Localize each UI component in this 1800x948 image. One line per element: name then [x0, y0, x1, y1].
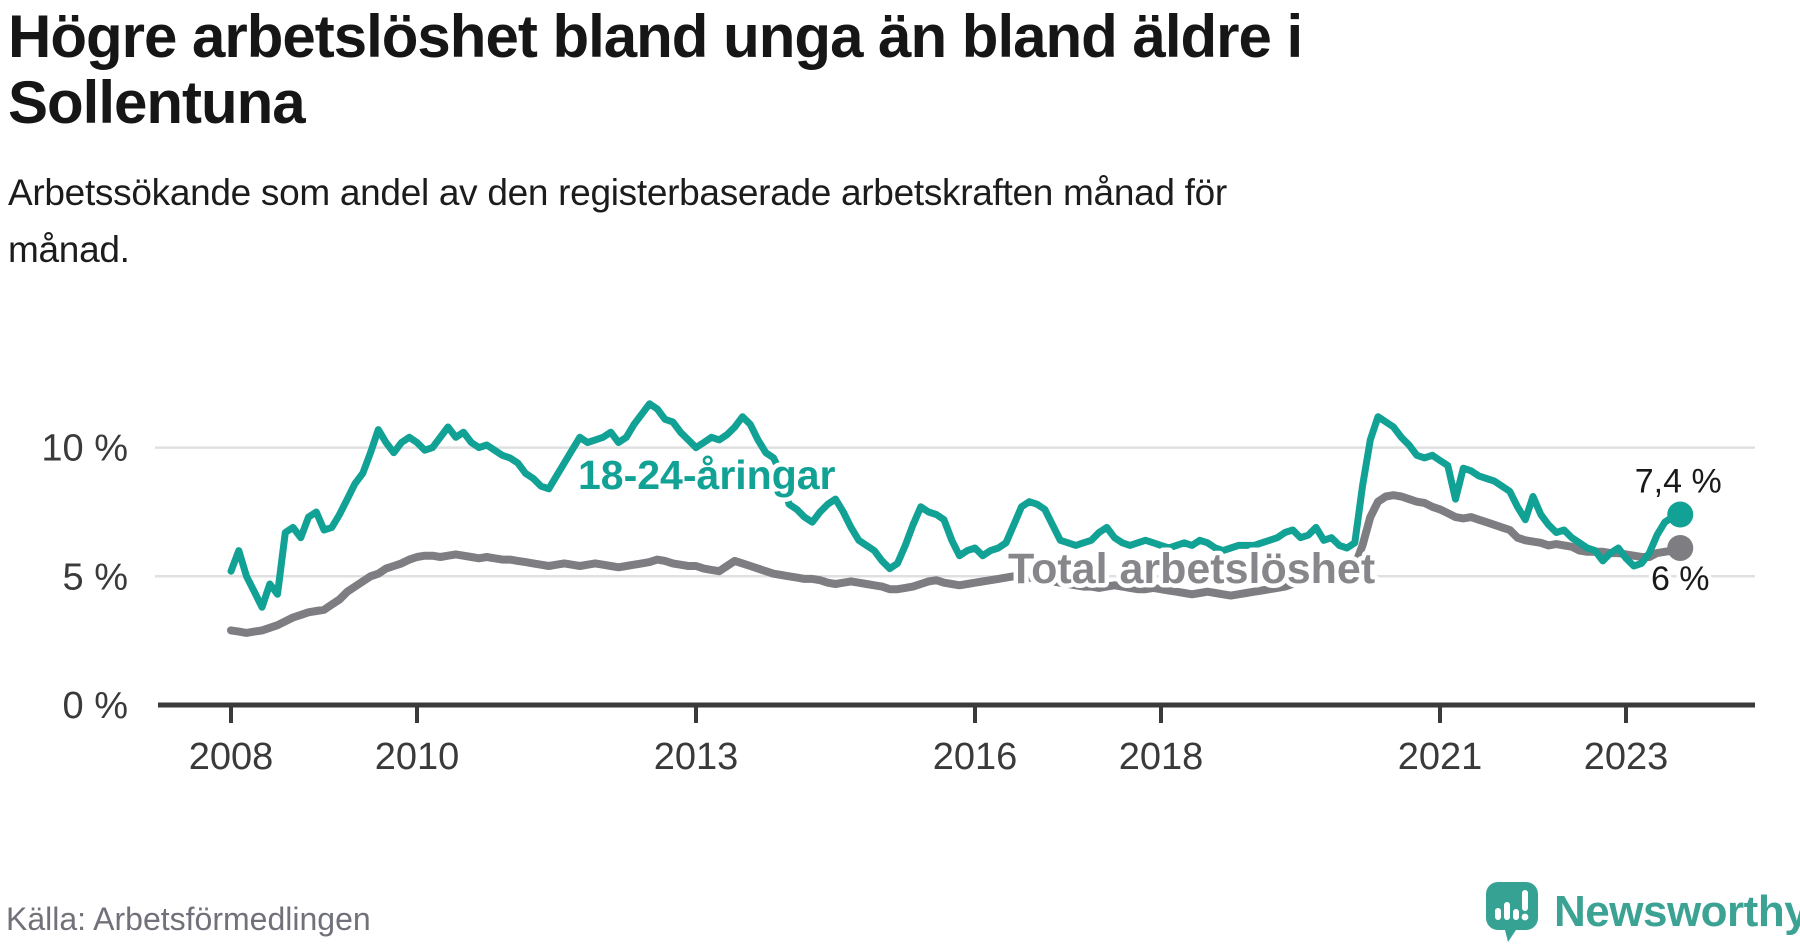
x-axis-label-2023: 2023	[1584, 736, 1669, 778]
chart-title: Högre arbetslöshet bland unga än bland ä…	[8, 4, 1768, 136]
y-axis-label-0: 0 %	[63, 685, 128, 727]
logo-bar-1	[1495, 908, 1501, 920]
x-axis-label-2021: 2021	[1398, 736, 1483, 778]
chart-header: Högre arbetslöshet bland unga än bland ä…	[8, 4, 1768, 278]
chart-title-line1: Högre arbetslöshet bland unga än bland ä…	[8, 3, 1303, 70]
chart-subtitle-line1: Arbetssökande som andel av den registerb…	[8, 172, 1227, 213]
brand-name: Newsworthy	[1554, 887, 1800, 936]
unemployment-line-chart: 0 % 5 % 10 % 2008 2010 2013 2016 2018 2021 2023 18…	[41, 400, 1755, 778]
chart-title-line2: Sollentuna	[8, 69, 306, 136]
newsworthy-logo-icon	[1486, 882, 1538, 942]
series-label-youth: 18-24-åringar	[578, 452, 836, 498]
source-note: Källa: Arbetsförmedlingen	[6, 901, 371, 937]
chart-subtitle-line2: månad.	[8, 229, 130, 270]
logo-bubble-shape	[1486, 882, 1538, 942]
x-axis-label-2018: 2018	[1119, 736, 1204, 778]
series-line-total	[227, 491, 1685, 637]
series-label-total: Total arbetslöshet	[1008, 545, 1375, 593]
newsworthy-brand: Newsworthy	[1486, 882, 1800, 942]
x-axis-label-2010: 2010	[375, 736, 460, 778]
x-axis-label-2016: 2016	[933, 736, 1018, 778]
chart-subtitle: Arbetssökande som andel av den registerb…	[8, 164, 1768, 278]
series-line-youth	[227, 400, 1684, 611]
logo-bar-3	[1513, 909, 1519, 920]
end-value-label-total: 6 %	[1651, 560, 1710, 598]
logo-exclamation-dot	[1521, 913, 1529, 921]
end-dot-total	[1667, 534, 1694, 561]
x-axis-label-2008: 2008	[189, 736, 274, 778]
logo-exclamation-rod	[1522, 890, 1528, 911]
x-axis-label-2013: 2013	[654, 736, 739, 778]
end-value-label-youth: 7,4 %	[1635, 463, 1722, 501]
y-axis-label-10: 10 %	[41, 428, 128, 470]
y-axis-label-5: 5 %	[63, 556, 128, 598]
logo-bar-2	[1504, 902, 1510, 920]
end-dot-youth	[1667, 501, 1694, 528]
